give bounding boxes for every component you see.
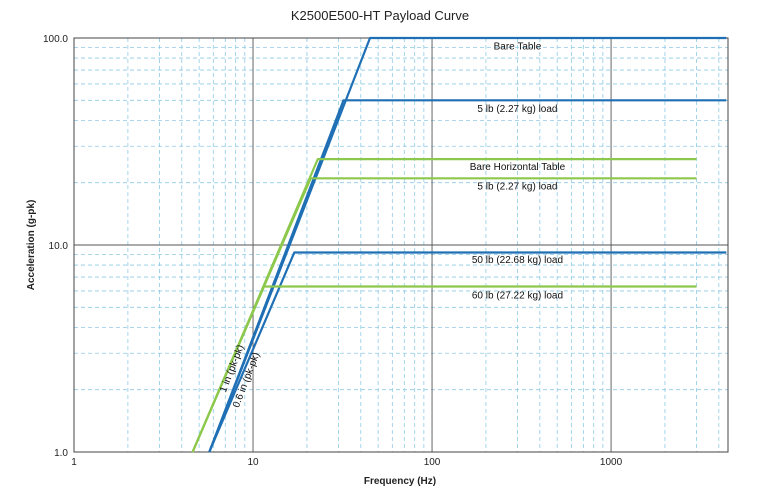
series-annotation: Bare Table bbox=[494, 41, 542, 52]
series-annotation: 60 lb (27.22 kg) load bbox=[472, 291, 563, 302]
series-annotation: 50 lb (22.68 kg) load bbox=[472, 255, 563, 266]
series-line-3 bbox=[191, 158, 697, 453]
x-tick-label: 1000 bbox=[600, 457, 623, 468]
series-line-1 bbox=[208, 99, 727, 453]
series-annotation: 5 lb (2.27 kg) load bbox=[477, 104, 557, 115]
y-tick-label: 100.0 bbox=[43, 34, 68, 45]
grid bbox=[73, 37, 729, 453]
annotations: Bare Table 5 lb (2.27 kg) load Bare Horizo… bbox=[218, 41, 565, 409]
series-annotation: Bare Horizontal Table bbox=[470, 162, 566, 173]
y-tick-label: 1.0 bbox=[54, 448, 68, 459]
series-line-2 bbox=[208, 251, 727, 453]
series-lines bbox=[191, 36, 727, 453]
y-axis-title: Acceleration (g-pk) bbox=[26, 200, 37, 291]
x-tick-label: 10 bbox=[247, 457, 259, 468]
tick-labels: 1 10 100 1000 1.0 10.0 100.0 bbox=[43, 34, 623, 468]
x-tick-label: 1 bbox=[71, 457, 77, 468]
x-tick-label: 100 bbox=[424, 457, 441, 468]
series-line-5 bbox=[191, 285, 697, 453]
series-annotation: 5 lb (2.27 kg) load bbox=[477, 182, 557, 193]
chart-title: K2500E500-HT Payload Curve bbox=[291, 8, 469, 23]
y-tick-label: 10.0 bbox=[49, 241, 69, 252]
x-axis-title: Frequency (Hz) bbox=[364, 476, 436, 487]
